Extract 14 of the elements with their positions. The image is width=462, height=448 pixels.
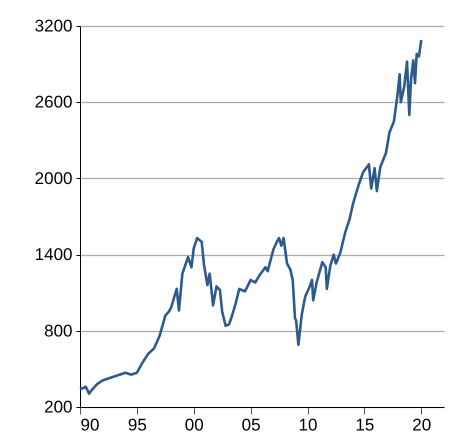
x-tick-label: 15	[355, 416, 374, 434]
x-tick-label: 95	[128, 416, 147, 434]
y-tick-label: 1400	[34, 245, 72, 264]
x-tick-label: 10	[298, 416, 318, 434]
y-tick-label: 3200	[34, 16, 72, 36]
x-tick-label: 90	[80, 416, 100, 434]
y-tick-label: 800	[44, 321, 72, 340]
y-tick-label: 200	[44, 398, 72, 416]
x-tick-label: 00	[184, 416, 204, 434]
x-tick-label: 05	[242, 416, 261, 434]
y-tick-label: 2600	[34, 92, 72, 112]
x-tick-label: 20	[412, 416, 432, 434]
line-series	[78, 38, 423, 395]
y-tick-label: 2000	[34, 168, 72, 188]
